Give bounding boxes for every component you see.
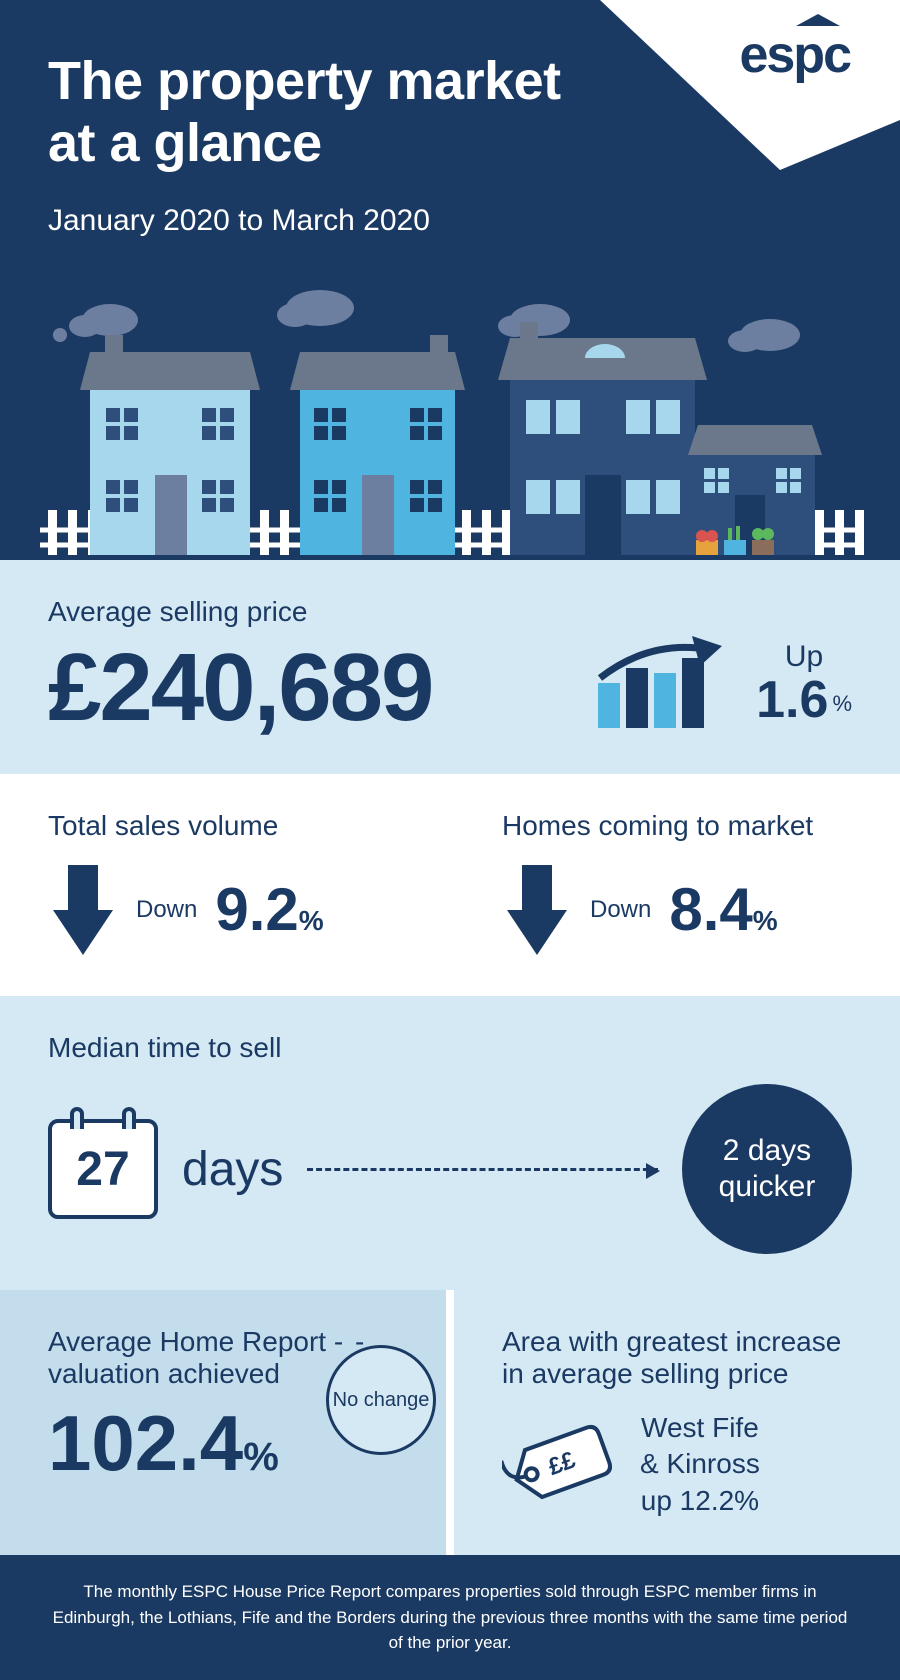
- logo-corner: espc: [600, 0, 900, 170]
- area-change: up 12.2%: [640, 1483, 760, 1519]
- homes-market-unit: %: [753, 905, 778, 936]
- homes-market-value: 8.4: [669, 876, 752, 943]
- dashed-arrow-icon: [307, 1168, 658, 1171]
- median-time-section: Median time to sell 27 days 2 days quick…: [0, 996, 900, 1290]
- two-col-row-1: Total sales volume Down 9.2% Homes comin…: [0, 774, 900, 996]
- houses-illustration: [0, 280, 900, 560]
- avg-price-label: Average selling price: [48, 596, 852, 628]
- avg-price-change: 1.6: [756, 671, 828, 729]
- price-tag-icon: ££: [502, 1420, 612, 1510]
- avg-price-unit: %: [832, 691, 852, 716]
- area-name-line1: West Fife: [640, 1410, 760, 1446]
- avg-price-direction: Up: [756, 640, 852, 674]
- no-change-badge: No change: [326, 1345, 436, 1455]
- title-line-1: The property market: [48, 51, 561, 111]
- sales-volume-value: 9.2: [215, 876, 298, 943]
- avg-price-value: £240,689: [48, 640, 432, 736]
- footer-note: The monthly ESPC House Price Report comp…: [0, 1555, 900, 1680]
- area-label: Area with greatest increase in average s…: [502, 1326, 852, 1390]
- valuation-value: 102.4: [48, 1399, 243, 1487]
- area-section: Area with greatest increase in average s…: [454, 1290, 900, 1555]
- median-days-word: days: [182, 1142, 283, 1197]
- calendar-icon: 27: [48, 1119, 158, 1219]
- median-days-number: 27: [76, 1142, 129, 1197]
- arrow-down-icon: [48, 860, 118, 960]
- sales-volume-section: Total sales volume Down 9.2%: [0, 774, 446, 996]
- valuation-section: Average Home Report - - valuation achiev…: [0, 1290, 446, 1555]
- quicker-badge: 2 days quicker: [682, 1084, 852, 1254]
- homes-market-label: Homes coming to market: [502, 810, 852, 842]
- sales-volume-label: Total sales volume: [48, 810, 398, 842]
- area-name-line2: & Kinross: [640, 1446, 760, 1482]
- title-line-2: at a glance: [48, 113, 322, 173]
- homes-market-section: Homes coming to market Down 8.4%: [454, 774, 900, 996]
- hero-section: espc The property market at a glance Jan…: [0, 0, 900, 560]
- infographic-root: espc The property market at a glance Jan…: [0, 0, 900, 1680]
- two-col-row-2: Average Home Report - - valuation achiev…: [0, 1290, 900, 1555]
- arrow-down-icon: [502, 860, 572, 960]
- valuation-unit: %: [243, 1435, 279, 1479]
- date-range: January 2020 to March 2020: [48, 204, 852, 238]
- avg-price-section: Average selling price £240,689 Up 1.6%: [0, 560, 900, 774]
- homes-market-direction: Down: [590, 896, 651, 924]
- logo-text: espc: [739, 25, 850, 85]
- sales-volume-direction: Down: [136, 896, 197, 924]
- median-time-label: Median time to sell: [48, 1032, 852, 1064]
- sales-volume-unit: %: [299, 905, 324, 936]
- bar-chart-up-icon: [590, 628, 730, 738]
